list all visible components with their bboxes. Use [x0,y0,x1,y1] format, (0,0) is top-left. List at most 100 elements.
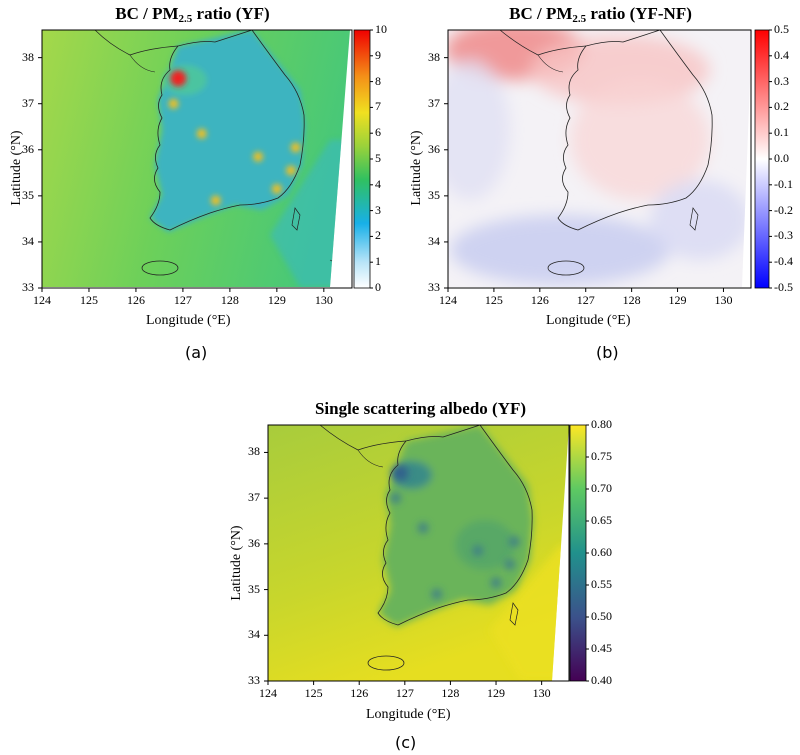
panel-b-xtick-label: 129 [668,293,687,307]
panel-c-hotspot [418,522,429,533]
panel-b-ytick-label: 36 [428,141,440,156]
panel-b-ytick-label: 33 [428,280,440,294]
panel-c-colorbar-label: 0.45 [591,641,612,655]
panel-c-hotspot [504,559,515,570]
panel-a-label: (a) [185,343,208,362]
panel-c-ytick-label: 36 [248,535,260,550]
panel-a-xtick-label: 126 [126,293,145,307]
panel-c-xtick-label: 130 [532,686,551,700]
panel-b-xtick-label: 128 [622,293,641,307]
panel-a-ytick-label: 36 [22,141,34,156]
panel-c-label: (c) [395,733,417,752]
panel-c-colorbar-label: 0.75 [591,449,612,463]
panel-a-hotspot [170,70,187,87]
panel-c-hotspot [509,536,520,547]
panel-c-colorbar-label: 0.65 [591,513,612,527]
panel-c-map [264,424,589,685]
panel-b-colorbar-label: -0.4 [774,254,793,269]
panel-a-xtick-label: 130 [314,293,333,307]
panel-c-xtick-label: 125 [304,686,323,700]
panel-a-ytick-label: 33 [22,280,34,294]
panel-a-colorbar-label: 8 [375,73,381,88]
panel-a-hotspot [196,128,207,139]
panel-a-colorbar-label: 9 [375,47,381,62]
panel-b-ytick-label: 38 [428,49,440,64]
panel-c-xlabel: Longitude (°E) [366,707,451,722]
panel-c: Single scattering albedo (YF) [220,395,620,755]
panel-c-colorbar-label: 0.80 [591,417,612,431]
panel-a-colorbar-label: 0 [375,280,381,294]
panel-a-ytick-label: 37 [22,95,34,110]
panel-a-colorbar-label: 10 [375,22,387,36]
panel-b-colorbar-label: 0.5 [774,22,789,36]
panel-c-xtick-label: 124 [259,686,277,700]
panel-b: BC / PM2.5 ratio (YF-NF) [400,0,800,370]
panel-a-title: BC / PM2.5 ratio (YF) [115,4,270,25]
panel-b-colorbar-label: 0.4 [774,47,789,62]
panel-c-hotspot [390,493,401,504]
panel-c-title: Single scattering albedo (YF) [314,399,527,418]
panel-a-hotspot [168,98,179,109]
panel-c-ytick-label: 33 [248,673,260,687]
panel-a-hotspot [253,151,264,162]
panel-b-ytick-label: 34 [428,233,440,248]
panel-a-ytick-label: 34 [22,233,34,248]
panel-b-ylabel: Latitude (°N) [409,130,424,206]
panel-b-title: BC / PM2.5 ratio (YF-NF) [509,4,692,25]
panel-c-hotspot [472,545,483,556]
panel-c-xtick-label: 127 [395,686,414,700]
panel-a-hotspot [290,142,301,153]
panel-a-colorbar-label: 4 [375,176,381,191]
panel-c-xtick-label: 129 [487,686,506,700]
panel-a: BC / PM2.5 ratio (YF) [0,0,400,370]
panel-b-ytick-label: 37 [428,95,440,110]
panel-a-map [38,29,373,292]
panel-c-colorbar-label: 0.60 [591,545,612,559]
panel-b-colorbar-label: -0.3 [774,228,793,243]
panel-b-xtick-label: 125 [484,293,503,307]
panel-a-xtick-label: 125 [79,293,98,307]
panel-a-xlabel: Longitude (°E) [146,313,231,328]
panel-b-xlabel: Longitude (°E) [546,313,631,328]
panel-a-xtick-label: 128 [220,293,239,307]
panel-c-ytick-label: 38 [248,444,260,459]
panel-b-ytick-label: 35 [428,187,440,202]
panel-b-xtick-label: 126 [530,293,549,307]
panel-c-ytick-label: 37 [248,490,260,505]
panel-b-xtick-label: 130 [714,293,733,307]
panel-c-hotspot [491,577,502,588]
panel-b-colorbar-label: -0.5 [774,280,793,294]
panel-a-xtick-label: 129 [267,293,286,307]
panel-a-ylabel: Latitude (°N) [9,130,24,206]
panel-b-colorbar-label: -0.1 [774,176,793,191]
panel-a-hotspot [210,195,221,206]
panel-c-hotspot [392,465,409,481]
panel-b-map [444,29,772,292]
panel-a-colorbar-label: 6 [375,125,381,140]
panel-c-colorbar-label: 0.40 [591,673,612,687]
panel-b-xtick-label: 127 [576,293,595,307]
panel-a-colorbar-label: 5 [375,151,381,165]
panel-c-ylabel: Latitude (°N) [229,525,244,601]
panel-b-colorbar-label: 0.1 [774,125,789,140]
panel-a-ytick-label: 35 [22,187,34,202]
panel-b-colorbar-label: 0.3 [774,73,789,88]
panel-a-colorbar-label: 3 [375,202,381,217]
panel-a-xtick-label: 124 [33,293,51,307]
panel-c-colorbar-label: 0.50 [591,609,612,623]
panel-c-ytick-label: 34 [248,627,260,642]
panel-b-label: (b) [596,343,619,362]
panel-a-hotspot [271,183,282,194]
panel-b-xtick-label: 124 [439,293,457,307]
panel-a-colorbar-label: 1 [375,254,381,269]
panel-c-colorbar-label: 0.55 [591,577,612,591]
panel-c-ytick-label: 35 [248,581,260,596]
panel-b-colorbar-label: -0.2 [774,202,793,217]
panel-a-hotspot [285,165,296,176]
panel-c-xtick-label: 128 [441,686,460,700]
panel-a-ytick-label: 38 [22,49,34,64]
panel-c-colorbar-label: 0.70 [591,481,612,495]
panel-a-colorbar-label: 2 [375,228,381,243]
panel-a-colorbar-label: 7 [375,99,381,114]
panel-c-hotspot [431,589,442,600]
